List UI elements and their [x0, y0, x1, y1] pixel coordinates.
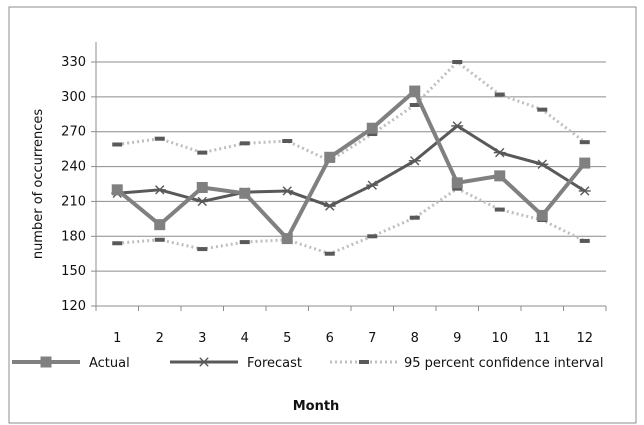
data-point [451, 121, 464, 131]
x-tick-label: 12 [576, 331, 593, 346]
data-point [239, 240, 250, 245]
gridlines [96, 61, 606, 272]
y-tick-label: 150 [61, 264, 86, 279]
data-point [366, 122, 378, 134]
series-line [115, 89, 587, 241]
data-point [452, 60, 463, 64]
legend-marker [198, 357, 210, 367]
data-point [367, 132, 378, 137]
data-point [408, 156, 421, 166]
data-point [536, 209, 548, 221]
legend-marker [40, 356, 52, 368]
data-point [196, 181, 208, 193]
y-tick-label: 270 [61, 125, 86, 140]
data-point [494, 170, 506, 182]
chart-border [8, 6, 637, 424]
y-axis-title: number of occurrences [31, 109, 46, 260]
data-point [281, 186, 294, 196]
data-point [579, 157, 591, 169]
x-tick-label: 11 [534, 331, 551, 346]
x-tick-label: 9 [453, 331, 461, 346]
data-point [282, 139, 293, 144]
data-point [153, 185, 166, 195]
data-point [239, 141, 250, 146]
x-tick-label: 6 [326, 331, 334, 346]
data-point [451, 177, 463, 189]
data-point [324, 151, 336, 163]
legend-label: Forecast [247, 356, 302, 371]
y-tick-label: 120 [61, 299, 86, 314]
x-tick-label: 1 [113, 331, 121, 346]
data-point [154, 237, 165, 242]
data-point [409, 215, 420, 220]
legend-label: 95 percent confidence interval [404, 356, 603, 371]
data-point [579, 140, 590, 145]
data-point [197, 247, 208, 252]
data-point [324, 251, 335, 256]
y-tick-label: 330 [61, 55, 86, 70]
legend-item-forecast: Forecast [170, 356, 302, 371]
plot-series [111, 60, 591, 256]
legend-label: Actual [89, 356, 130, 371]
data-point [493, 147, 506, 158]
y-tick-label: 210 [61, 194, 86, 209]
data-point [536, 159, 549, 169]
data-point [494, 207, 505, 212]
y-tick-label: 240 [61, 160, 86, 175]
data-point [323, 201, 336, 211]
data-point [366, 180, 379, 190]
data-point [579, 238, 590, 243]
y-tick-label: 300 [61, 90, 86, 105]
data-point [537, 107, 548, 112]
legend-marker [359, 360, 369, 364]
data-point [112, 142, 123, 147]
data-point [494, 92, 505, 97]
data-point [154, 136, 165, 141]
x-tick-label: 7 [368, 331, 376, 346]
x-axis-title: Month [293, 399, 340, 414]
data-point [409, 85, 421, 97]
x-tick-label: 5 [283, 331, 291, 346]
data-point [409, 102, 420, 107]
data-point [111, 184, 123, 196]
legend-item-confidence-interval: 95 percent confidence interval [330, 356, 603, 371]
series-line [117, 60, 586, 163]
x-tick-label: 2 [156, 331, 164, 346]
data-point [367, 234, 378, 239]
x-tick-label: 3 [198, 331, 206, 346]
x-tick-label: 4 [241, 331, 249, 346]
legend: Actual Forecast 95 percent confidence inte… [12, 356, 603, 371]
series-line [117, 124, 586, 208]
x-tick-label: 8 [411, 331, 419, 346]
data-point [154, 219, 166, 231]
data-point [239, 187, 251, 199]
data-point [281, 233, 293, 245]
x-tick-label: 10 [491, 331, 508, 346]
y-tick-label: 180 [61, 229, 86, 244]
data-point [452, 186, 463, 191]
data-point [578, 186, 591, 196]
legend-item-actual: Actual [12, 356, 130, 371]
data-point [196, 196, 209, 207]
data-point [197, 150, 208, 155]
data-point [112, 241, 123, 246]
series-actual [111, 85, 591, 245]
